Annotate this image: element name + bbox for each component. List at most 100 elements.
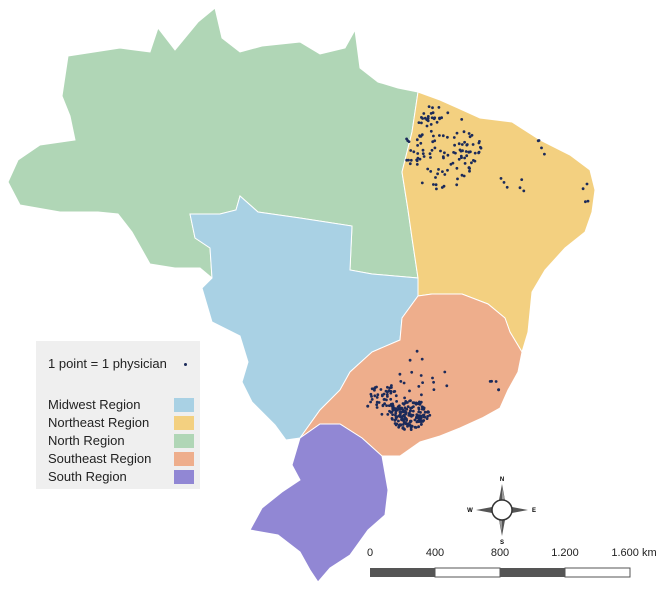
physician-point — [459, 154, 463, 158]
legend: 1 point = 1 physician Midwest Region Nor… — [36, 341, 200, 489]
physician-point — [404, 421, 407, 425]
physician-point — [445, 384, 449, 388]
physician-point — [399, 380, 403, 383]
physician-point — [433, 116, 437, 120]
scale-tick-1600: 1.600 km — [611, 547, 657, 559]
physician-point — [438, 117, 441, 121]
physician-point — [543, 152, 546, 156]
physician-point — [387, 404, 391, 407]
physician-point — [402, 402, 406, 406]
physician-point — [389, 397, 393, 401]
physician-point — [463, 162, 467, 165]
physician-point — [382, 398, 386, 401]
legend-southeast-swatch — [174, 452, 194, 466]
physician-point — [397, 419, 400, 423]
physician-point — [432, 380, 435, 384]
physician-point — [581, 187, 585, 191]
physician-point — [460, 118, 464, 121]
compass-s: S — [500, 540, 504, 546]
physician-point — [497, 388, 500, 392]
physician-point — [415, 138, 419, 142]
physician-point — [458, 148, 462, 152]
physician-point — [536, 139, 540, 143]
physician-point — [409, 158, 413, 162]
physician-point — [395, 415, 399, 419]
physician-point — [409, 149, 413, 152]
physician-point — [422, 155, 426, 158]
physician-point — [403, 409, 407, 413]
physician-point — [398, 412, 402, 416]
physician-point — [416, 156, 420, 160]
legend-northeast-label: Northeast Region — [48, 415, 150, 430]
physician-point — [426, 415, 429, 418]
scale-bar-segments — [370, 567, 631, 578]
physician-point — [420, 121, 423, 125]
physician-point — [373, 394, 377, 398]
physician-point — [426, 167, 430, 171]
physician-point — [435, 187, 438, 191]
physician-point — [422, 112, 426, 115]
physician-point — [414, 426, 418, 429]
physician-point — [415, 415, 418, 419]
physician-point — [411, 409, 415, 413]
scale-tick-400: 400 — [425, 547, 445, 559]
physician-point — [425, 118, 429, 122]
physician-point — [417, 121, 421, 124]
physician-point — [428, 152, 432, 156]
physician-point — [370, 387, 374, 391]
physician-point — [499, 177, 503, 180]
physician-point — [435, 120, 439, 124]
physician-point — [460, 173, 464, 177]
region-northeast — [401, 91, 596, 354]
physician-point — [409, 419, 412, 423]
physician-point — [467, 132, 471, 135]
physician-point — [437, 106, 441, 109]
physician-point — [455, 131, 459, 135]
physician-point — [431, 140, 435, 144]
physician-point — [505, 185, 509, 189]
physician-point — [438, 134, 441, 137]
physician-point — [422, 419, 426, 422]
physician-point — [416, 144, 419, 147]
physician-point — [370, 398, 374, 401]
legend-midwest-swatch — [174, 398, 194, 412]
physician-point — [405, 137, 408, 141]
legend-north-label: North Region — [48, 433, 125, 448]
physician-point — [585, 182, 589, 186]
physician-point — [429, 170, 433, 173]
physician-point — [431, 376, 434, 380]
physician-point — [467, 150, 471, 154]
physician-point — [391, 413, 394, 416]
physician-point — [373, 388, 376, 392]
physician-point — [416, 152, 420, 155]
physician-point — [375, 403, 379, 407]
legend-northeast-swatch — [174, 416, 194, 430]
physician-point — [429, 112, 433, 115]
physician-point — [412, 405, 415, 408]
physician-point — [460, 143, 464, 146]
physician-point — [586, 199, 590, 203]
physician-point — [434, 183, 438, 187]
physician-point — [420, 393, 423, 397]
region-southeast — [299, 293, 523, 457]
physician-point — [381, 393, 384, 397]
physician-point — [477, 150, 481, 154]
physician-point — [443, 151, 446, 155]
physician-point — [394, 411, 398, 415]
physician-point — [388, 386, 392, 390]
physician-point — [421, 148, 425, 152]
physician-point — [405, 407, 409, 411]
physician-point — [432, 183, 435, 186]
physician-point — [425, 124, 429, 128]
physician-point — [417, 385, 421, 388]
physician-point — [385, 404, 388, 407]
legend-south-label: South Region — [48, 469, 127, 484]
physician-point — [446, 153, 450, 157]
physician-point — [457, 142, 461, 146]
physician-point — [395, 408, 399, 412]
physician-point — [463, 140, 466, 144]
legend-south-swatch — [174, 470, 194, 484]
scale-tick-0: 0 — [366, 547, 374, 559]
physician-point — [401, 426, 405, 430]
physician-point — [406, 401, 409, 404]
